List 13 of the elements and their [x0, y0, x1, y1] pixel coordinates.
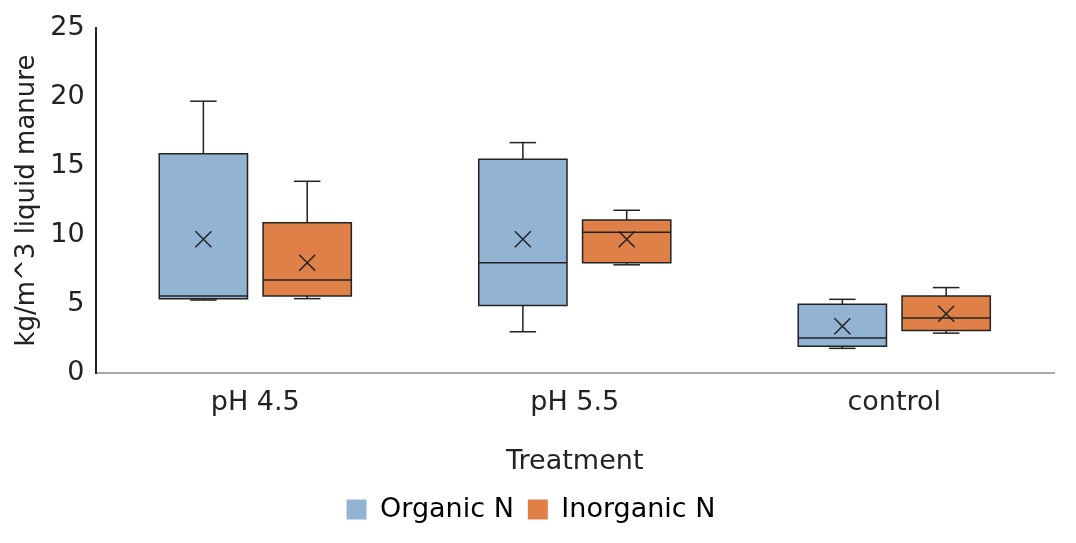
y-tick-label: 0	[67, 355, 85, 387]
y-tick-label: 10	[50, 217, 85, 249]
y-tick-label: 15	[50, 148, 85, 180]
y-tick-label: 20	[50, 79, 85, 111]
legend-label: Inorganic N	[561, 491, 716, 523]
x-axis-title: Treatment	[505, 443, 644, 475]
x-tick-label: pH 5.5	[530, 385, 620, 417]
x-tick-label: control	[847, 385, 942, 417]
y-tick-label: 25	[50, 10, 85, 42]
legend-label: Organic N	[380, 491, 514, 523]
y-axis-title: kg/m^3 liquid manure	[10, 54, 41, 347]
y-tick-label: 5	[67, 286, 85, 318]
x-tick-label: pH 4.5	[210, 385, 300, 417]
